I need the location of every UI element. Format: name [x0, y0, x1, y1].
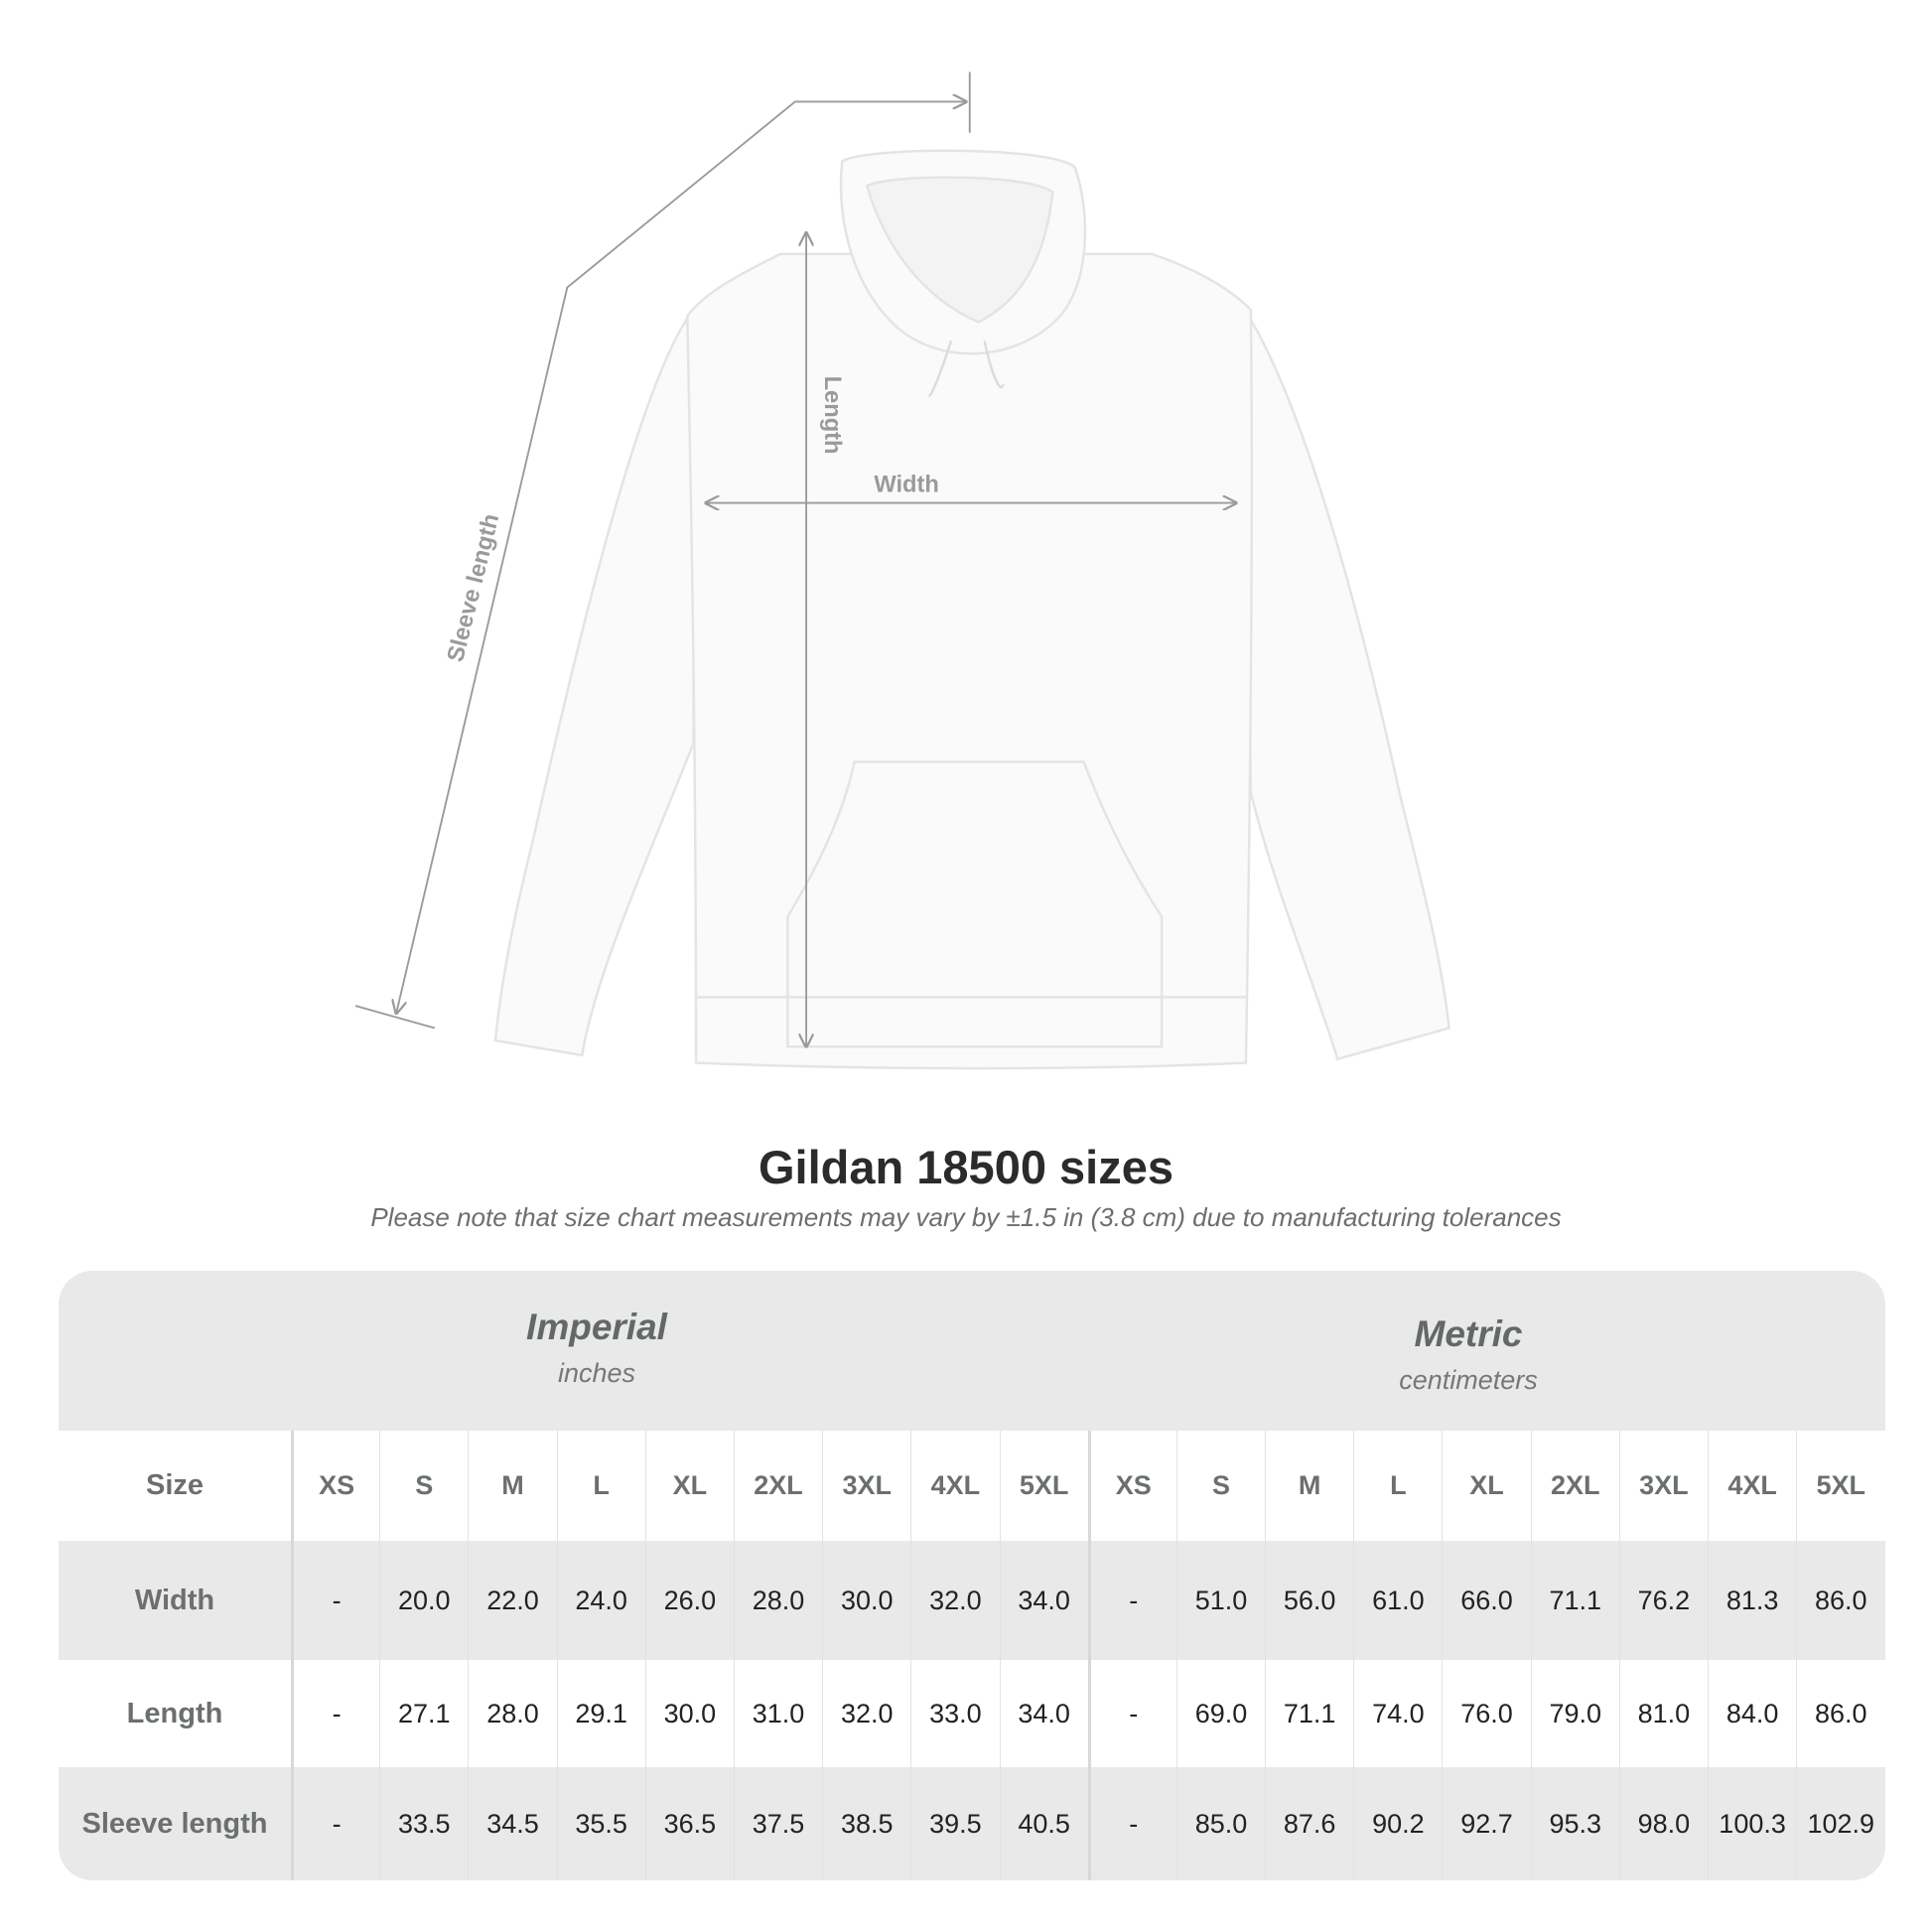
metric-size-header: L	[1353, 1431, 1442, 1541]
row-label: Length	[126, 1697, 223, 1729]
metric-value: -	[1087, 1660, 1176, 1767]
imperial-value: 22.0	[468, 1541, 556, 1660]
imperial-value: 27.1	[379, 1660, 468, 1767]
imperial-size-header: L	[556, 1431, 645, 1541]
metric-size-header: 5XL	[1796, 1431, 1884, 1541]
imperial-value: 32.0	[822, 1660, 910, 1767]
measurement-lines	[354, 71, 1236, 1047]
metric-value: 74.0	[1353, 1660, 1442, 1767]
imperial-value: 29.1	[556, 1660, 645, 1767]
width-label: Width	[874, 472, 939, 497]
size-header-row: Size XS S M L XL 2XL 3XL 4XL 5XL XS S M L XL 2XL 3XL 4XL 5…	[59, 1431, 1885, 1541]
hoodie-measurement-diagram: Sleeve length Length Width	[354, 71, 1450, 1070]
metric-size-header: 4XL	[1708, 1431, 1796, 1541]
imperial-value: 28.0	[733, 1541, 822, 1660]
imperial-value: 39.5	[910, 1767, 999, 1880]
metric-value: 81.0	[1618, 1660, 1708, 1767]
metric-value: 102.9	[1796, 1767, 1884, 1880]
page-title: Gildan 18500 sizes	[758, 1141, 1174, 1193]
metric-value: 76.0	[1442, 1660, 1530, 1767]
imperial-size-header: S	[379, 1431, 468, 1541]
imperial-size-header: XS	[291, 1431, 379, 1541]
metric-value: 66.0	[1442, 1541, 1530, 1660]
metric-value: 71.1	[1265, 1660, 1353, 1767]
imperial-value: 32.0	[910, 1541, 999, 1660]
metric-value: 86.0	[1796, 1541, 1884, 1660]
metric-title: Metric	[1414, 1313, 1523, 1354]
imperial-value: -	[291, 1767, 379, 1880]
imperial-value: 35.5	[556, 1767, 645, 1880]
metric-size-header: XS	[1087, 1431, 1176, 1541]
imperial-value: 34.5	[468, 1767, 556, 1880]
size-table: Imperial inches Metric centimeters Size X…	[59, 1271, 1885, 1880]
metric-value: 76.2	[1618, 1541, 1708, 1660]
imperial-value: 40.5	[999, 1767, 1088, 1880]
imperial-value: 33.0	[910, 1660, 999, 1767]
metric-value: 61.0	[1353, 1541, 1442, 1660]
sleeve-end-tick	[354, 1005, 436, 1030]
metric-unit: centimeters	[1399, 1365, 1538, 1395]
imperial-size-header: 2XL	[733, 1431, 822, 1541]
size-label: Size	[145, 1469, 205, 1501]
imperial-value: 28.0	[468, 1660, 556, 1767]
size-grid: Size XS S M L XL 2XL 3XL 4XL 5XL XS S M L XL 2XL 3XL 4XL 5…	[59, 1431, 1885, 1880]
imperial-header: Imperial inches	[398, 1307, 795, 1389]
imperial-size-header: M	[468, 1431, 556, 1541]
metric-value: 100.3	[1708, 1767, 1796, 1880]
table-row: Sleeve length -33.5 34.5 35.5 36.5 37.5 38.5 39…	[59, 1767, 1885, 1880]
metric-size-header: S	[1175, 1431, 1265, 1541]
imperial-value: 33.5	[379, 1767, 468, 1880]
tolerance-note: Please note that size chart measurements…	[370, 1202, 1562, 1232]
row-label: Width	[134, 1584, 215, 1616]
length-label: Length	[819, 376, 845, 455]
imperial-value: 36.5	[644, 1767, 734, 1880]
metric-header: Metric centimeters	[1270, 1313, 1667, 1396]
sleeve-length-label: Sleeve length	[443, 511, 504, 664]
metric-value: 79.0	[1530, 1660, 1619, 1767]
imperial-size-header: 4XL	[910, 1431, 999, 1541]
unit-header-band	[59, 1271, 1885, 1431]
imperial-unit: inches	[557, 1358, 636, 1388]
metric-value: 86.0	[1796, 1660, 1884, 1767]
imperial-value: -	[291, 1541, 379, 1660]
metric-value: 51.0	[1175, 1541, 1265, 1660]
imperial-value: 26.0	[644, 1541, 734, 1660]
imperial-value: 37.5	[733, 1767, 822, 1880]
metric-value: 71.1	[1530, 1541, 1619, 1660]
imperial-value: 24.0	[556, 1541, 645, 1660]
metric-value: 90.2	[1353, 1767, 1442, 1880]
table-row: Length -27.1 28.0 29.1 30.0 31.0 32.0 33.0 34.0-…	[59, 1660, 1885, 1767]
metric-value: 98.0	[1618, 1767, 1708, 1880]
metric-value: -	[1087, 1541, 1176, 1660]
metric-value: 84.0	[1708, 1660, 1796, 1767]
metric-value: 69.0	[1175, 1660, 1265, 1767]
metric-value: 95.3	[1530, 1767, 1619, 1880]
imperial-value: 20.0	[379, 1541, 468, 1660]
imperial-value: 38.5	[822, 1767, 910, 1880]
metric-size-header: 2XL	[1530, 1431, 1619, 1541]
imperial-value: 30.0	[644, 1660, 734, 1767]
metric-size-header: M	[1265, 1431, 1353, 1541]
sleeve-length-line	[396, 101, 966, 1013]
metric-value: 81.3	[1708, 1541, 1796, 1660]
metric-value: 92.7	[1442, 1767, 1530, 1880]
metric-value: 87.6	[1265, 1767, 1353, 1880]
row-label: Sleeve length	[81, 1807, 268, 1840]
metric-value: 56.0	[1265, 1541, 1353, 1660]
metric-value: 85.0	[1175, 1767, 1265, 1880]
metric-size-header: XL	[1442, 1431, 1530, 1541]
imperial-size-header: 3XL	[822, 1431, 910, 1541]
hoodie-image	[493, 149, 1450, 1070]
imperial-value: -	[291, 1660, 379, 1767]
metric-value: -	[1087, 1767, 1176, 1880]
imperial-size-header: 5XL	[999, 1431, 1088, 1541]
imperial-size-header: XL	[644, 1431, 734, 1541]
imperial-value: 34.0	[999, 1660, 1088, 1767]
imperial-title: Imperial	[526, 1307, 667, 1347]
imperial-value: 34.0	[999, 1541, 1088, 1660]
imperial-value: 30.0	[822, 1541, 910, 1660]
imperial-value: 31.0	[733, 1660, 822, 1767]
table-row: Width -20.0 22.0 24.0 26.0 28.0 30.0 32.0 34.0-5…	[59, 1541, 1885, 1660]
metric-size-header: 3XL	[1618, 1431, 1708, 1541]
